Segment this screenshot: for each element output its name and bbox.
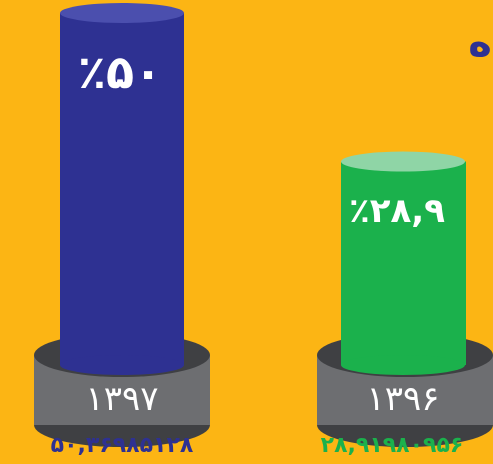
bar-1397 bbox=[60, 3, 184, 375]
year-label-1397: ۱۳۹۷ bbox=[85, 379, 158, 419]
year-label-1396: ۱۳۹۶ bbox=[366, 379, 439, 419]
bar-1396 bbox=[341, 151, 466, 375]
bar-1397-top bbox=[60, 3, 184, 23]
bar-1396-top bbox=[341, 151, 465, 172]
bar-group-1396: ٪۲۸,۹ ۱۳۹۶ ۲۸,۹۱۹۸۰۹۵۶ bbox=[317, 151, 493, 458]
percent-label-1397: ٪۵۰ bbox=[78, 45, 162, 99]
bar-group-1397: ٪۵۰ ۱۳۹۷ ۵۰,۳۶۹۸۵۱۲۸ bbox=[34, 3, 210, 458]
chart-title: ه bbox=[468, 20, 492, 66]
bar-1396-body bbox=[341, 161, 466, 365]
bar-1397-bottom bbox=[60, 355, 184, 375]
value-label-1397: ۵۰,۳۶۹۸۵۱۲۸ bbox=[51, 433, 194, 458]
bar-1397-body bbox=[60, 13, 184, 365]
bar-1396-bottom bbox=[341, 355, 465, 375]
value-label-1396: ۲۸,۹۱۹۸۰۹۵۶ bbox=[321, 433, 464, 458]
percent-label-1396: ٪۲۸,۹ bbox=[349, 191, 445, 231]
